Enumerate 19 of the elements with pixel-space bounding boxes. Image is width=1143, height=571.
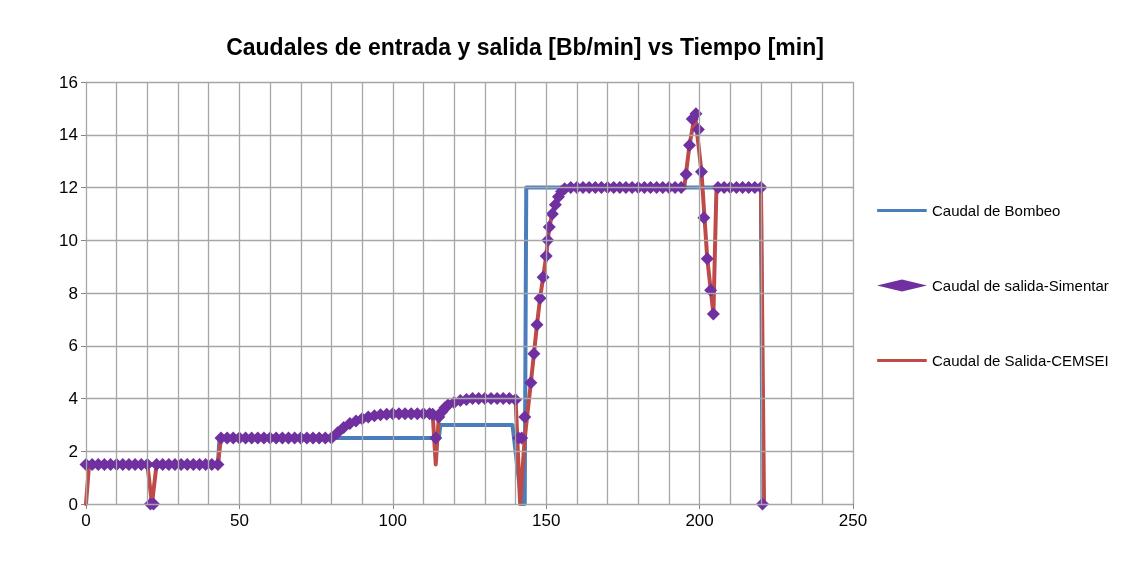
x-tick-label: 250 (838, 511, 868, 530)
x-tick-label: 200 (685, 511, 714, 530)
legend-label: Caudal de Bombeo (932, 202, 1061, 219)
y-tick-label: 4 (68, 389, 78, 408)
y-tick-label: 2 (68, 441, 78, 461)
y-tick-label: 10 (59, 230, 78, 250)
legend-label: Caudal de salida-Simentar (932, 277, 1109, 294)
y-tick-label: 6 (68, 336, 78, 356)
y-tick-label: 16 (59, 72, 78, 92)
legend-label: Caudal de Salida-CEMSEI (932, 352, 1109, 369)
x-tick-label: 100 (378, 511, 407, 530)
y-tick-label: 0 (68, 494, 78, 514)
x-tick-label: 150 (532, 511, 561, 530)
y-tick-label: 14 (59, 125, 78, 145)
x-tick-label: 0 (81, 511, 91, 530)
x-tick-label: 50 (229, 511, 249, 530)
y-tick-label: 8 (68, 283, 78, 303)
chart-title: Caudales de entrada y salida [Bb/min] vs Tiempo [min] (226, 33, 824, 60)
y-tick-label: 12 (59, 178, 78, 197)
